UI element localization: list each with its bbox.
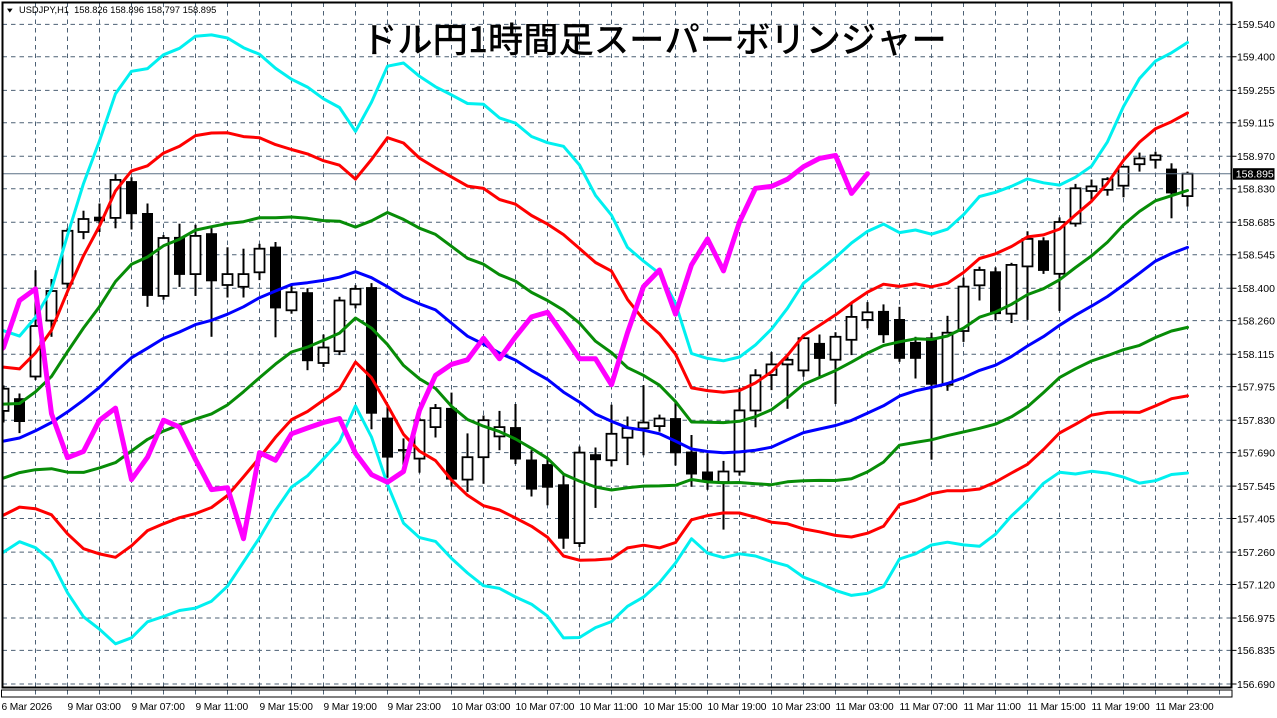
svg-text:157.545: 157.545 [1237, 481, 1275, 493]
svg-text:158.260: 158.260 [1237, 315, 1275, 327]
svg-text:159.115: 159.115 [1237, 118, 1274, 130]
svg-text:156.835: 156.835 [1237, 645, 1275, 657]
svg-text:159.400: 159.400 [1237, 52, 1275, 64]
svg-text:157.690: 157.690 [1237, 447, 1275, 459]
svg-text:157.260: 157.260 [1237, 547, 1275, 559]
svg-text:158.400: 158.400 [1237, 283, 1275, 295]
svg-text:157.830: 157.830 [1237, 415, 1275, 427]
svg-text:11 Mar 23:00: 11 Mar 23:00 [1156, 702, 1215, 713]
svg-text:158.115: 158.115 [1237, 349, 1274, 361]
svg-text:156.690: 156.690 [1237, 679, 1275, 691]
svg-text:9 Mar 03:00: 9 Mar 03:00 [68, 702, 122, 713]
svg-text:9 Mar 19:00: 9 Mar 19:00 [324, 702, 378, 713]
svg-text:11 Mar 11:00: 11 Mar 11:00 [964, 702, 1022, 713]
svg-text:10 Mar 23:00: 10 Mar 23:00 [772, 702, 831, 713]
svg-text:11 Mar 03:00: 11 Mar 03:00 [836, 702, 895, 713]
svg-text:11 Mar 15:00: 11 Mar 15:00 [1028, 702, 1087, 713]
svg-text:158.545: 158.545 [1237, 250, 1275, 262]
svg-text:10 Mar 19:00: 10 Mar 19:00 [708, 702, 767, 713]
svg-text:158.970: 158.970 [1237, 151, 1275, 163]
svg-text:11 Mar 07:00: 11 Mar 07:00 [900, 702, 959, 713]
svg-text:6 Mar 2026: 6 Mar 2026 [2, 702, 53, 713]
svg-text:157.405: 157.405 [1237, 513, 1275, 525]
svg-text:9 Mar 23:00: 9 Mar 23:00 [388, 702, 442, 713]
svg-text:9 Mar 15:00: 9 Mar 15:00 [260, 702, 314, 713]
svg-text:158.895: 158.895 [1236, 169, 1274, 181]
svg-text:9 Mar 11:00: 9 Mar 11:00 [196, 702, 249, 713]
svg-text:158.830: 158.830 [1237, 184, 1275, 196]
svg-text:156.975: 156.975 [1237, 613, 1275, 625]
svg-text:159.540: 159.540 [1237, 19, 1275, 31]
svg-text:10 Mar 07:00: 10 Mar 07:00 [516, 702, 575, 713]
svg-text:9 Mar 07:00: 9 Mar 07:00 [132, 702, 186, 713]
svg-text:11 Mar 19:00: 11 Mar 19:00 [1092, 702, 1151, 713]
svg-text:10 Mar 15:00: 10 Mar 15:00 [644, 702, 703, 713]
svg-text:10 Mar 03:00: 10 Mar 03:00 [452, 702, 511, 713]
svg-text:157.975: 157.975 [1237, 381, 1275, 393]
svg-text:158.685: 158.685 [1237, 217, 1275, 229]
svg-text:157.120: 157.120 [1237, 579, 1275, 591]
svg-text:10 Mar 11:00: 10 Mar 11:00 [580, 702, 639, 713]
svg-text:159.255: 159.255 [1237, 85, 1275, 97]
svg-text:USDJPY,H1 158.826 158.896 158: USDJPY,H1 158.826 158.896 158.797 158.89… [19, 5, 216, 15]
